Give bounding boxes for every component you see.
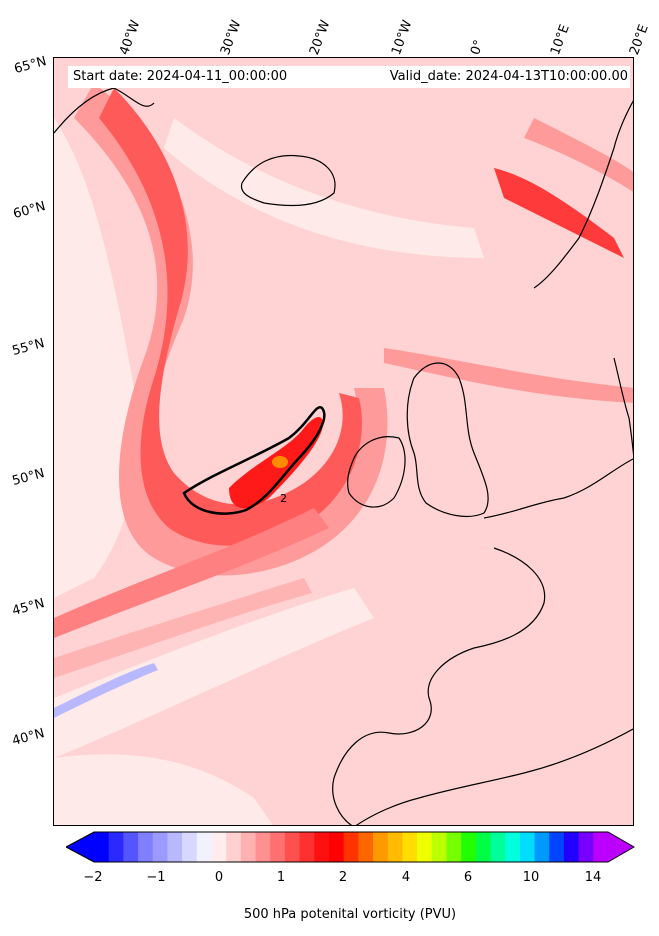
colorbar-tick: 6 [463,870,473,885]
coastlines [54,87,633,825]
lon-label-0: 0° [468,38,488,58]
norway-coast [533,100,633,289]
pv-map: 2 [54,58,633,825]
pv-jet-band-inner [99,88,362,546]
colorbar-extend-right [608,832,634,862]
ireland-coast [346,436,406,508]
colorbar-segment [431,832,447,862]
pv-light-region-south [54,588,374,758]
colorbar-tick: 4 [401,870,411,885]
colorbar-segment [343,832,359,862]
colorbar-segment [534,832,550,862]
lon-label-10w: 10°W [389,18,416,58]
greenland-coast [54,87,155,134]
lon-label-30w: 30°W [218,18,245,58]
africa-coast [355,728,633,825]
lat-label-60n: 60°N [11,199,48,222]
colorbar-segment [490,832,506,862]
colorbar-segment [270,832,286,862]
lon-label-20w: 20°W [307,18,334,58]
colorbar-segment [240,832,257,862]
colorbar-tick: 2 [338,870,348,885]
colorbar-segment [402,832,418,862]
pv-southern-tail-faint [54,578,312,678]
colorbar-segment [578,832,594,862]
colorbar-segment [123,832,139,862]
pv-light-region-sw [54,754,273,825]
colorbar-segment [417,832,433,862]
valid-date: Valid_date: 2024-04-13T10:00:00.00 [389,69,628,84]
colorbar-segment [358,832,374,862]
colorbar-segment [461,832,477,862]
colorbar-segment [563,832,580,862]
lon-label-20e: 20°E [627,22,652,58]
pv-light-region-west [54,118,137,598]
pv-blue-streak [54,663,158,718]
colorbar-segment [94,832,110,862]
colorbar-segment [387,832,403,862]
colorbar-segment [505,832,521,862]
lon-label-40w: 40°W [117,18,144,58]
colorbar-segment [475,832,492,862]
colorbar-segment [196,832,212,862]
continent-coast [332,458,633,825]
pv-southern-tail [54,508,329,638]
lat-label-45n: 45°N [10,596,47,619]
colorbar-segment [138,832,154,862]
colorbar-outline [66,831,636,863]
colorbar-label: 500 hPa potenital vorticity (PVU) [243,907,457,922]
colorbar-segment [519,832,536,862]
colorbar-tick: 10 [522,870,540,885]
lat-label-40n: 40°N [10,726,47,749]
colorbar-segment [373,832,389,862]
colorbar-segment [255,832,271,862]
pv-atlantic-streak [384,348,633,403]
lat-label-65n: 65°N [12,54,49,77]
start-date: Start date: 2024-04-11_00:00:00 [73,69,288,84]
colorbar-segment [108,832,124,862]
pv-2-contour [182,405,326,515]
pv-peak [272,456,288,468]
iceland-coast [240,154,336,207]
colorbar-segment [152,832,168,862]
colorbar-segment [549,832,565,862]
pv-scandinavia-streak [494,168,624,258]
colorbar-segment [299,832,315,862]
colorbar-segment [593,832,609,862]
lat-label-55n: 55°N [10,336,47,359]
colorbar-segment [314,832,330,862]
lon-label-10e: 10°E [548,22,573,58]
colorbar-segment [211,832,227,862]
lat-label-50n: 50°N [10,466,47,489]
colorbar-tick: 1 [276,870,286,885]
colorbar-extend-left [66,832,94,862]
colorbar-tick: 14 [584,870,602,885]
colorbar-segment [182,832,198,862]
pv-light-region-north [164,118,484,258]
colorbar-segment [167,832,183,862]
colorbar-tick: −2 [83,870,103,885]
colorbar-segment [446,832,462,862]
sweden-coast [613,357,633,455]
colorbar [66,831,636,863]
contour-label: 2 [280,492,287,505]
date-info-box: Start date: 2024-04-11_00:00:00 Valid_da… [68,66,630,88]
colorbar-tick: −1 [146,870,166,885]
colorbar-segment [328,832,345,862]
colorbar-tick: 0 [214,870,224,885]
colorbar-segment [226,832,242,862]
map-panel: 2 Start date: 2024-04-11_00:00:00 Valid_… [53,57,634,826]
britain-coast [406,362,489,518]
colorbar-segment [284,832,301,862]
